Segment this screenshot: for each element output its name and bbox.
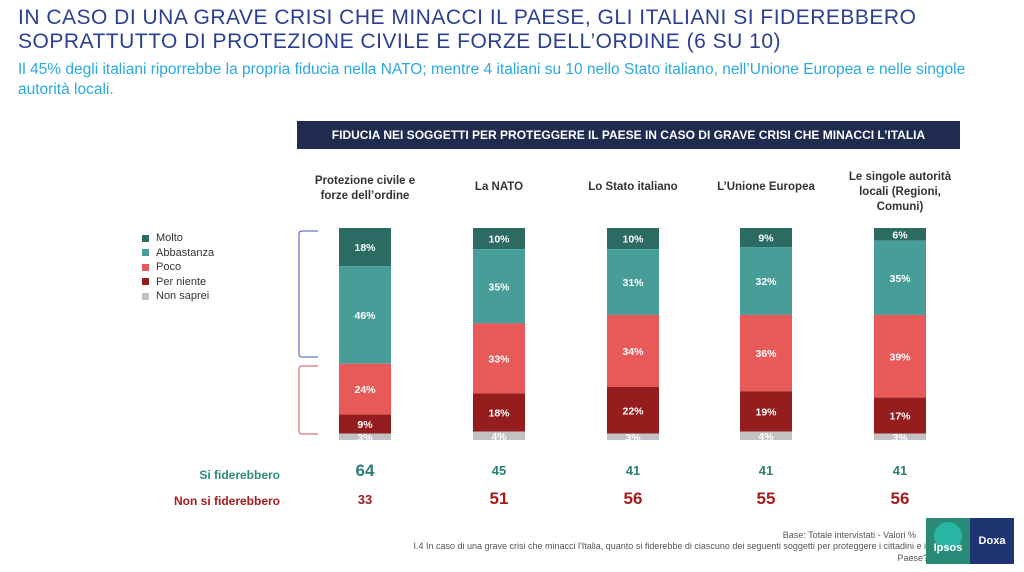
bar-segment — [740, 314, 792, 392]
total-non-si-fiderebbero: 51 — [489, 489, 509, 508]
legend-label: Abbastanza — [156, 246, 215, 259]
bar-segment — [607, 228, 659, 250]
total-non-si-fiderebbero: 56 — [890, 489, 910, 508]
data-label: 18% — [354, 242, 376, 254]
bar-segment — [607, 433, 659, 440]
legend-swatch — [142, 249, 149, 257]
total-non-si-fiderebbero: 55 — [756, 489, 776, 508]
page-subtitle: Il 45% degli italiani riporrebbe la prop… — [18, 61, 966, 98]
legend-swatch — [142, 234, 149, 242]
category-label: Le singole autorità locali (Regioni, Com… — [848, 171, 952, 213]
bar-segment — [874, 433, 926, 440]
data-label: 10% — [622, 234, 644, 246]
bar-segment — [874, 397, 926, 434]
data-label: 3% — [625, 432, 641, 444]
page-title: IN CASO DI UNA GRAVE CRISI CHE MINACCI I… — [18, 6, 917, 53]
bar-segment — [874, 240, 926, 315]
category-label: La NATO — [474, 181, 524, 193]
bar-segment — [874, 314, 926, 398]
data-label: 35% — [889, 273, 911, 285]
total-non-si-fiderebbero: 33 — [357, 492, 373, 507]
total-si-fiderebbero: 41 — [758, 463, 774, 478]
bar-segment — [339, 228, 391, 267]
legend-item: Abbastanza — [142, 246, 214, 261]
chart-legend: Molto Abbastanza Poco Per niente Non sap… — [142, 231, 214, 304]
bar-segment — [473, 249, 525, 324]
bar-segment — [607, 387, 659, 434]
bar-segment — [339, 414, 391, 434]
bar-segment — [607, 314, 659, 387]
legend-item: Poco — [142, 260, 214, 275]
data-label: 6% — [892, 229, 908, 241]
bar-segment — [740, 431, 792, 440]
bar-segment — [740, 391, 792, 432]
base-note: Base: Totale intervistati - Valori % — [782, 530, 916, 540]
data-label: 39% — [889, 351, 911, 363]
legend-label: Non saprei — [156, 290, 210, 303]
bar-segment — [339, 433, 391, 440]
data-label: 4% — [758, 431, 774, 443]
bar-segment — [473, 431, 525, 440]
data-label: 31% — [622, 277, 644, 289]
bar-segment — [473, 393, 525, 432]
legend-label: Poco — [156, 261, 182, 274]
data-label: 32% — [755, 276, 777, 288]
data-label: 9% — [357, 419, 373, 431]
chart-title-banner: FIDUCIA NEI SOGGETTI PER PROTEGGERE IL P… — [297, 121, 960, 149]
data-label: 3% — [892, 432, 908, 444]
bar-segment — [607, 249, 659, 315]
row-label-non-si-fiderebbero: Non si fiderebbero — [173, 494, 280, 508]
data-label: 4% — [491, 431, 507, 443]
category-label: L’Unione Europea — [717, 181, 815, 193]
legend-item: Molto — [142, 231, 214, 246]
data-label: 36% — [755, 348, 777, 360]
category-label: Lo Stato italiano — [588, 181, 678, 193]
data-label: 24% — [354, 384, 376, 396]
total-si-fiderebbero: 45 — [491, 463, 507, 478]
legend-swatch — [142, 278, 149, 286]
data-label: 10% — [488, 234, 510, 246]
data-label: 3% — [357, 432, 373, 444]
distrust-bracket — [298, 365, 318, 435]
data-label: 33% — [488, 353, 510, 365]
ipsos-logo: Ipsos — [926, 518, 970, 564]
bar-segment — [339, 266, 391, 364]
data-label: 35% — [488, 281, 510, 293]
bar-segment — [740, 247, 792, 315]
question-note: I.4 In caso di una grave crisi che minac… — [413, 541, 928, 563]
data-label: 19% — [755, 406, 777, 418]
trust-bracket — [298, 230, 318, 358]
bar-segment — [473, 323, 525, 394]
bar-segment — [874, 228, 926, 241]
bar-segment — [339, 363, 391, 415]
data-label: 9% — [758, 233, 774, 245]
legend-label: Molto — [156, 232, 183, 245]
total-si-fiderebbero: 64 — [355, 461, 375, 480]
data-label: 17% — [889, 411, 911, 423]
legend-item: Per niente — [142, 275, 214, 290]
data-label: 46% — [354, 310, 376, 322]
ipsos-logo-text: Ipsos — [933, 542, 963, 554]
total-si-fiderebbero: 41 — [892, 463, 908, 478]
doxa-logo-text: Doxa — [970, 518, 1014, 564]
legend-swatch — [142, 292, 149, 300]
data-label: 18% — [488, 407, 510, 419]
bar-segment — [473, 228, 525, 250]
bar-segment — [740, 228, 792, 248]
category-label: Protezione civile e forze dell’ordine — [314, 175, 416, 202]
data-label: 22% — [622, 405, 644, 417]
total-si-fiderebbero: 41 — [625, 463, 641, 478]
legend-label: Per niente — [156, 275, 207, 288]
row-label-si-fiderebbero: Si fiderebbero — [199, 468, 280, 482]
total-non-si-fiderebbero: 56 — [623, 489, 643, 508]
legend-swatch — [142, 263, 149, 271]
legend-item: Non saprei — [142, 289, 214, 304]
ipsos-doxa-logo: Ipsos Doxa — [926, 518, 1014, 564]
data-label: 34% — [622, 346, 644, 358]
